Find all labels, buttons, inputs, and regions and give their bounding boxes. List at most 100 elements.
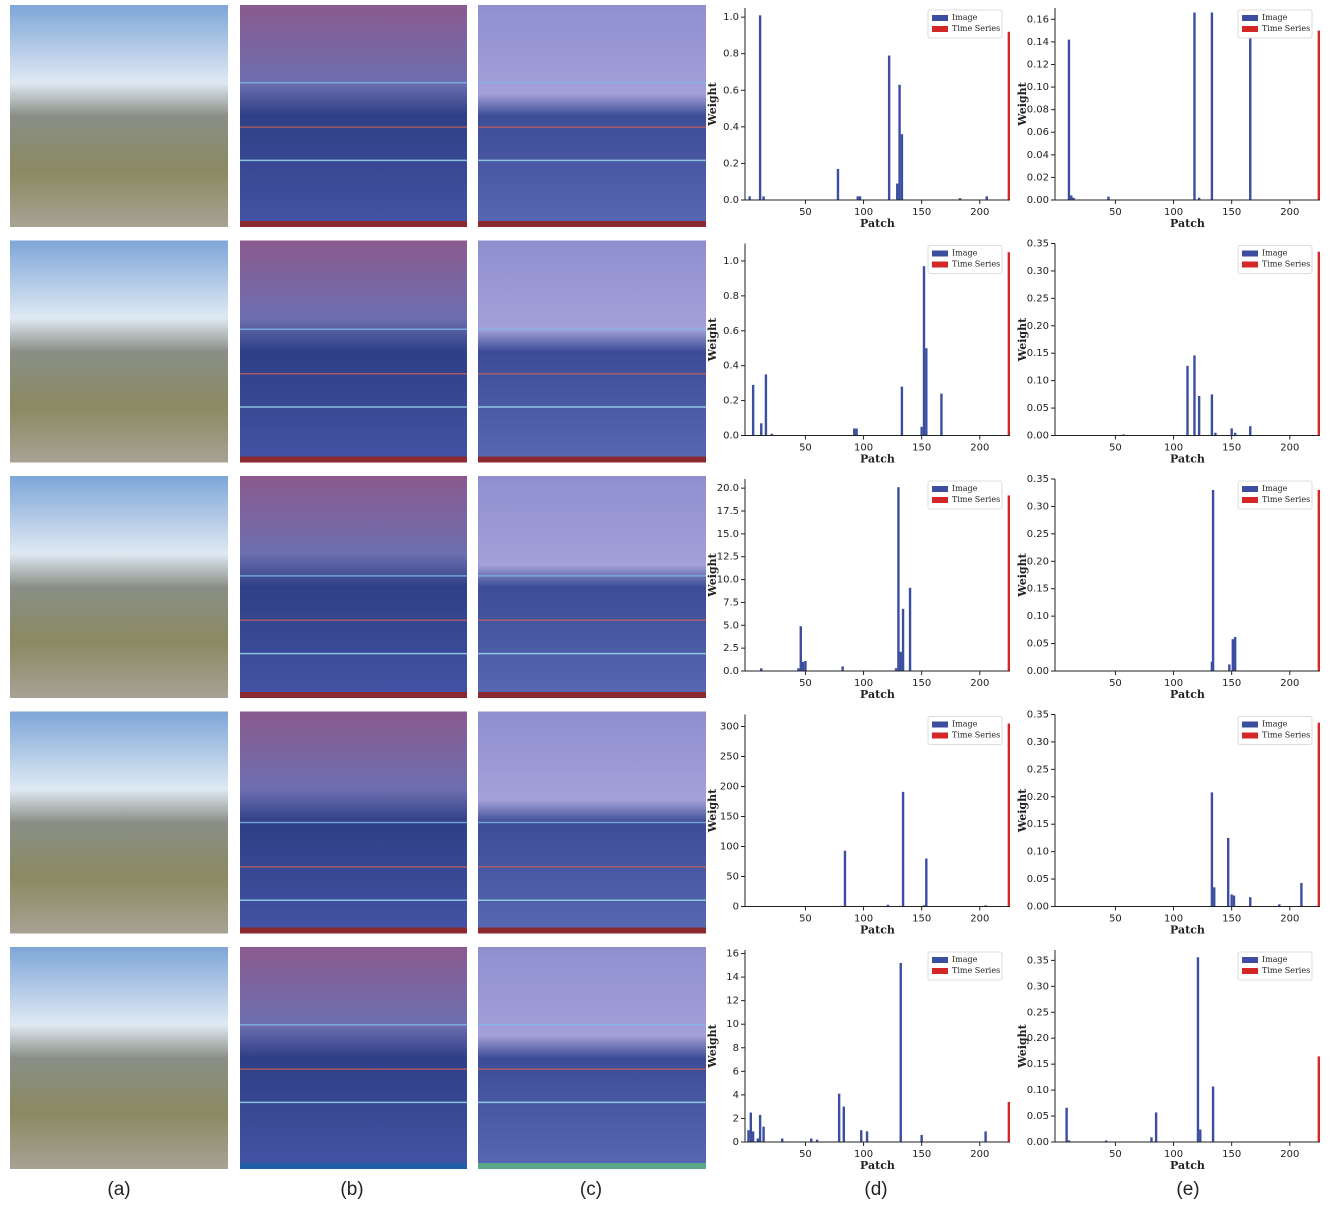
bar bbox=[900, 652, 902, 671]
bar bbox=[759, 15, 761, 200]
x-tick-label: 150 bbox=[912, 1149, 931, 1160]
y-axis-label: Weight bbox=[1016, 1023, 1029, 1068]
bar bbox=[857, 196, 859, 200]
y-tick-label: 0.2 bbox=[723, 158, 739, 169]
bar bbox=[1233, 896, 1235, 907]
y-tick-label: 2.5 bbox=[723, 643, 739, 654]
y-tick-label: 6 bbox=[733, 1066, 739, 1077]
bar bbox=[866, 1131, 868, 1142]
bar bbox=[762, 1127, 764, 1142]
bar bbox=[860, 1130, 862, 1142]
bar bbox=[1212, 1086, 1214, 1142]
y-tick-label: 1.0 bbox=[723, 12, 739, 23]
bar bbox=[909, 588, 911, 671]
panel-label: (e) bbox=[1176, 1179, 1199, 1200]
y-tick-label: 0.00 bbox=[1027, 431, 1049, 442]
bar bbox=[898, 85, 900, 200]
bar bbox=[1318, 723, 1320, 907]
legend-label: Time Series bbox=[1262, 966, 1310, 975]
attention-strip bbox=[478, 221, 706, 227]
x-tick-label: 50 bbox=[799, 443, 812, 454]
bar bbox=[843, 1107, 845, 1142]
y-tick-label: 50 bbox=[726, 872, 739, 883]
bar bbox=[841, 666, 843, 671]
legend-swatch bbox=[932, 486, 948, 492]
bar bbox=[1065, 1108, 1067, 1142]
legend-label: Image bbox=[1262, 720, 1288, 729]
y-tick-label: 12.5 bbox=[717, 552, 739, 563]
x-axis-label: Patch bbox=[1170, 924, 1205, 937]
x-tick-label: 50 bbox=[799, 914, 812, 925]
legend-swatch bbox=[932, 722, 948, 728]
bar bbox=[920, 1135, 922, 1142]
bar bbox=[1107, 197, 1109, 200]
y-tick-label: 0.12 bbox=[1027, 59, 1049, 70]
x-axis-label: Patch bbox=[860, 217, 895, 230]
x-tick-label: 200 bbox=[970, 914, 989, 925]
y-tick-label: 0.4 bbox=[723, 361, 739, 372]
bar bbox=[759, 1115, 761, 1142]
x-tick-label: 50 bbox=[1109, 678, 1122, 689]
y-tick-label: 0 bbox=[733, 902, 739, 913]
x-axis-label: Patch bbox=[860, 453, 895, 466]
x-tick-label: 150 bbox=[1222, 207, 1241, 218]
legend-swatch bbox=[932, 957, 948, 963]
bar bbox=[1249, 13, 1251, 200]
x-tick-label: 150 bbox=[912, 207, 931, 218]
bar bbox=[837, 169, 839, 200]
bar bbox=[920, 427, 922, 436]
legend-label: Image bbox=[1262, 249, 1288, 258]
bar bbox=[1318, 31, 1320, 200]
x-tick-label: 200 bbox=[1280, 207, 1299, 218]
y-tick-label: 150 bbox=[720, 812, 739, 823]
bar bbox=[1068, 40, 1070, 200]
y-tick-label: 0.8 bbox=[723, 49, 739, 60]
x-tick-label: 200 bbox=[1280, 678, 1299, 689]
y-tick-label: 0.05 bbox=[1027, 1111, 1049, 1122]
y-axis-label: Weight bbox=[1016, 317, 1029, 362]
y-tick-label: 0.25 bbox=[1027, 764, 1049, 775]
legend-label: Time Series bbox=[952, 966, 1000, 975]
y-tick-label: 0.05 bbox=[1027, 403, 1049, 414]
bar bbox=[1230, 894, 1232, 906]
bar bbox=[901, 134, 903, 200]
legend-label: Image bbox=[952, 249, 978, 258]
bar bbox=[804, 661, 806, 671]
bar bbox=[1234, 637, 1236, 671]
bar bbox=[1008, 495, 1010, 671]
y-axis-label: Weight bbox=[706, 81, 719, 126]
legend-swatch bbox=[932, 251, 948, 257]
bar bbox=[1070, 195, 1072, 200]
y-tick-label: 0.10 bbox=[1027, 1085, 1049, 1096]
y-tick-label: 0.15 bbox=[1027, 1059, 1049, 1070]
y-tick-label: 10 bbox=[726, 1019, 739, 1030]
bar bbox=[902, 609, 904, 671]
y-axis-label: Weight bbox=[1016, 552, 1029, 597]
legend-swatch bbox=[1242, 26, 1258, 32]
x-tick-label: 50 bbox=[1109, 1149, 1122, 1160]
bar bbox=[940, 394, 942, 436]
y-tick-label: 1.0 bbox=[723, 256, 739, 267]
bar bbox=[762, 196, 764, 200]
y-tick-label: 0.6 bbox=[723, 326, 739, 337]
bar bbox=[901, 387, 903, 436]
y-tick-label: 0.25 bbox=[1027, 1007, 1049, 1018]
attention-map bbox=[478, 476, 706, 698]
y-tick-label: 10.0 bbox=[717, 575, 739, 586]
y-tick-label: 8 bbox=[733, 1043, 739, 1054]
y-tick-label: 200 bbox=[720, 782, 739, 793]
legend-label: Time Series bbox=[952, 495, 1000, 504]
bar bbox=[1213, 887, 1215, 906]
bar bbox=[1008, 1102, 1010, 1142]
bar bbox=[896, 184, 898, 200]
bar bbox=[1186, 366, 1188, 436]
y-tick-label: 0.10 bbox=[1027, 82, 1049, 93]
legend-swatch bbox=[1242, 957, 1258, 963]
bar bbox=[750, 1113, 752, 1142]
bar bbox=[802, 662, 804, 671]
x-tick-label: 150 bbox=[1222, 1149, 1241, 1160]
bar bbox=[1227, 838, 1229, 907]
legend-swatch bbox=[932, 262, 948, 268]
x-tick-label: 150 bbox=[1222, 678, 1241, 689]
panel-label: (a) bbox=[107, 1179, 130, 1200]
